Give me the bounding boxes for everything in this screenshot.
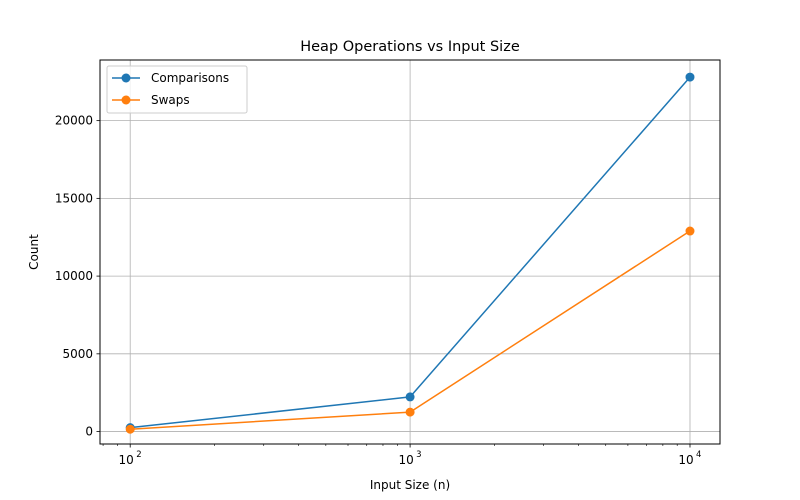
x-tick-exponent: 2: [136, 450, 141, 460]
chart-title: Heap Operations vs Input Size: [300, 39, 520, 55]
legend-label-comparisons: Comparisons: [151, 71, 229, 85]
data-point-swaps: [685, 226, 695, 236]
y-axis-label: Count: [27, 234, 41, 270]
y-axis-ticks: 0 5000 10000 15000 20000: [55, 114, 100, 439]
legend: Comparisons Swaps: [106, 65, 248, 114]
legend-marker-swaps: [121, 95, 131, 105]
series-layer: [125, 72, 695, 434]
y-tick-label: 15000: [55, 191, 93, 205]
data-point-comparisons: [405, 392, 415, 402]
x-axis-ticks: 10 2 10 3 10 4: [119, 444, 701, 467]
y-tick-label: 5000: [62, 347, 93, 361]
y-tick-label: 10000: [55, 269, 93, 283]
data-point-swaps: [405, 407, 415, 417]
x-tick-exponent: 3: [416, 450, 421, 460]
data-point-swaps: [125, 424, 135, 434]
y-tick-label: 0: [85, 425, 93, 439]
x-tick-label: 10: [398, 453, 413, 467]
x-axis-label: Input Size (n): [370, 478, 450, 492]
legend-marker-comparisons: [121, 73, 131, 83]
legend-label-swaps: Swaps: [151, 93, 190, 107]
x-tick-label: 10: [119, 453, 134, 467]
grid: [100, 60, 720, 444]
legend-box: [106, 65, 248, 114]
data-point-comparisons: [685, 72, 695, 82]
y-tick-label: 20000: [55, 114, 93, 128]
x-tick-label: 10: [678, 453, 693, 467]
x-tick-exponent: 4: [696, 450, 701, 460]
